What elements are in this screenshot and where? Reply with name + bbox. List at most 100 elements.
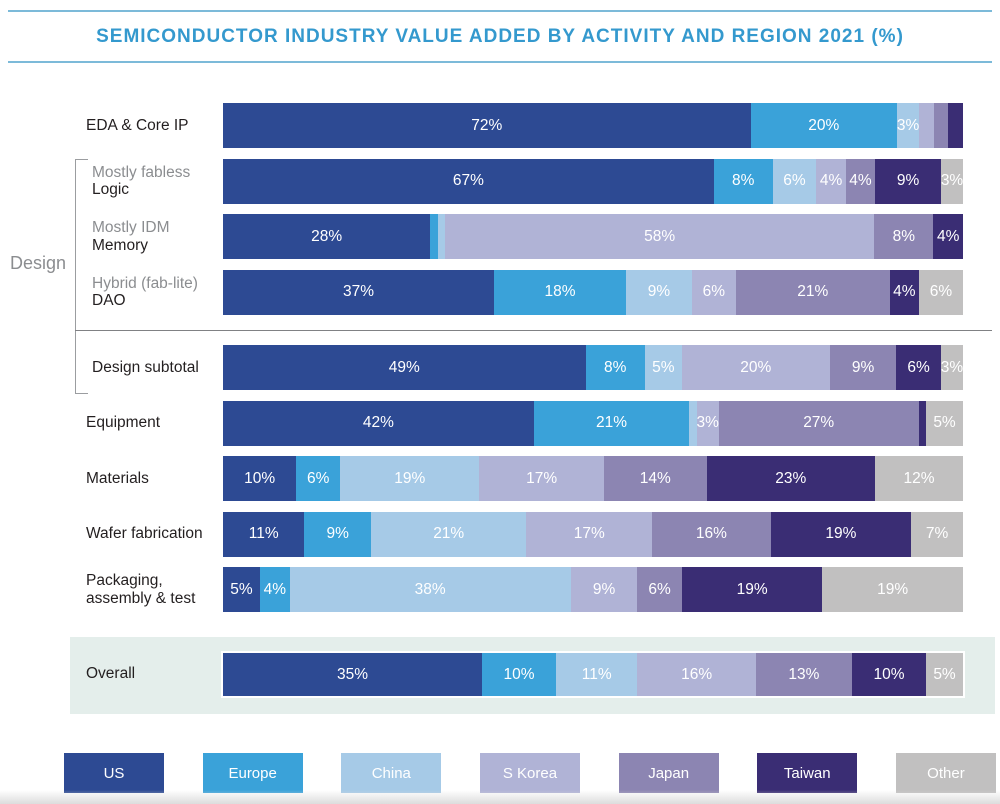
legend: US Europe China S Korea Japan Taiwan Other [64,753,996,793]
stacked-bar: 72% 20% 3% [223,103,964,148]
bar-segment-japan: 8% [874,214,934,259]
legend-chip-europe: Europe [202,753,303,793]
bar-segment-china [437,214,446,259]
bar-segment-s-korea: 17% [479,456,604,501]
segment-value-label: 21% [595,414,628,431]
legend-chip-label: China [371,764,411,782]
bar-segment-china: 38% [289,567,571,612]
bar-segment-us: 37% [223,269,495,315]
segment-value-label: 6% [648,580,671,598]
bar-segment-other: 3% [940,158,964,204]
bar-segment-us: 10% [223,456,297,501]
segment-value-label: 4% [937,227,960,245]
segment-value-label: 23% [775,469,807,487]
row-label: Mostly fabless Logic [92,159,227,204]
bar-segment-europe [430,214,438,259]
segment-value-label: 14% [639,469,671,487]
segment-value-label: 17% [573,525,605,542]
bar-segment-japan: 16% [652,511,771,557]
row-label-line: EDA & Core IP [86,116,189,134]
stacked-bar: 67% 8% 6% 4% 4% 9% 3% [223,158,964,204]
bar-segment-china: 5% [644,345,682,390]
row-label-line: Design subtotal [92,358,199,376]
bar-segment-us: 35% [223,653,482,696]
stacked-bar: 37% 18% 9% 6% 21% 4% 6% [223,269,963,315]
bar-segment-taiwan: 4% [889,269,920,315]
bar-segment-us: 72% [223,103,751,148]
segment-value-label: 8% [731,172,755,189]
segment-value-label: 16% [695,525,727,542]
bar-segment-japan: 9% [829,345,897,390]
row-label: Wafer fabrication [86,512,221,557]
segment-value-label: 9% [592,580,616,598]
segment-value-label: 42% [362,414,394,431]
row-label-line: Wafer fabrication [86,525,203,543]
title-rule-bottom [8,61,992,63]
bar-segment-japan: 4% [845,158,876,204]
row-label-line: Materials [86,469,149,487]
segment-value-label: 10% [873,665,905,683]
bar-segment-china: 6% [772,158,817,204]
legend-chip-label: Japan [648,764,690,782]
bar-segment-us: 28% [223,214,431,259]
segment-value-label: 8% [892,227,916,245]
bar-segment-other: 12% [875,456,963,501]
bar-segment-other: 6% [919,269,963,315]
bar-segment-taiwan: 23% [706,456,876,501]
bar-segment-china [689,400,697,446]
row-label-line: Overall [86,664,136,682]
legend-chip-label: Taiwan [783,764,831,782]
bar-segment-japan: 13% [755,653,853,696]
bar-segment-europe: 21% [533,400,690,446]
bar-segment-taiwan: 9% [875,158,942,204]
bar-segment-taiwan [918,400,927,446]
row-label-line: Packaging, [86,572,163,590]
legend-chip-label: US [103,764,125,782]
stacked-bar: 10% 6% 19% 17% 14% 23% 12% [223,456,963,501]
segment-value-label: 72% [471,116,503,134]
segment-value-label: 38% [414,580,446,598]
legend-chip-label: S Korea [502,764,558,782]
segment-value-label: 6% [702,283,726,300]
segment-value-label: 4% [849,172,872,189]
bar-segment-s-korea: 6% [691,269,736,315]
bar-segment-europe: 18% [494,269,626,315]
row-label: Equipment [86,401,221,446]
bar-segment-europe: 6% [296,456,341,501]
bar-segment-us: 42% [223,400,534,446]
segment-value-label: 5% [933,414,956,431]
title-rule-top [8,10,992,12]
segment-value-label: 17% [526,469,558,487]
row-label: Design subtotal [92,345,227,390]
segment-value-label: 3% [896,116,920,134]
bar-segment-s-korea: 3% [697,400,719,446]
segment-value-label: 35% [336,665,369,683]
segment-value-label: 5% [230,580,253,598]
segment-value-label: 11% [581,665,612,683]
segment-value-label: 6% [307,469,330,487]
segment-value-label: 3% [940,172,964,189]
bar-segment-s-korea: 58% [445,214,875,259]
segment-value-label: 19% [394,469,426,487]
bar-segment-other: 19% [822,567,963,612]
segment-value-label: 19% [825,525,857,542]
legend-chip-china: China [341,753,442,793]
segment-value-label: 12% [903,469,935,487]
segment-value-label: 5% [652,358,675,376]
segment-value-label: 9% [647,283,671,300]
segment-value-label: 10% [244,469,276,487]
segment-value-label: 4% [263,580,286,598]
segment-value-label: 3% [940,358,964,376]
segment-value-label: 21% [433,525,465,542]
design-group-bracket [75,159,88,394]
bar-segment-china: 9% [625,269,692,315]
bar-segment-other: 5% [926,653,964,696]
bar-segment-china: 19% [340,456,480,501]
segment-value-label: 5% [933,665,956,683]
row-label-line: Hybrid (fab-lite) [92,274,198,292]
legend-chip-taiwan: Taiwan [757,753,858,793]
segment-value-label: 49% [388,358,420,376]
bar-segment-other: 3% [941,345,963,390]
stacked-bar: 49% 8% 5% 20% 9% 6% 3% [223,345,963,390]
segment-value-label: 27% [803,414,835,431]
